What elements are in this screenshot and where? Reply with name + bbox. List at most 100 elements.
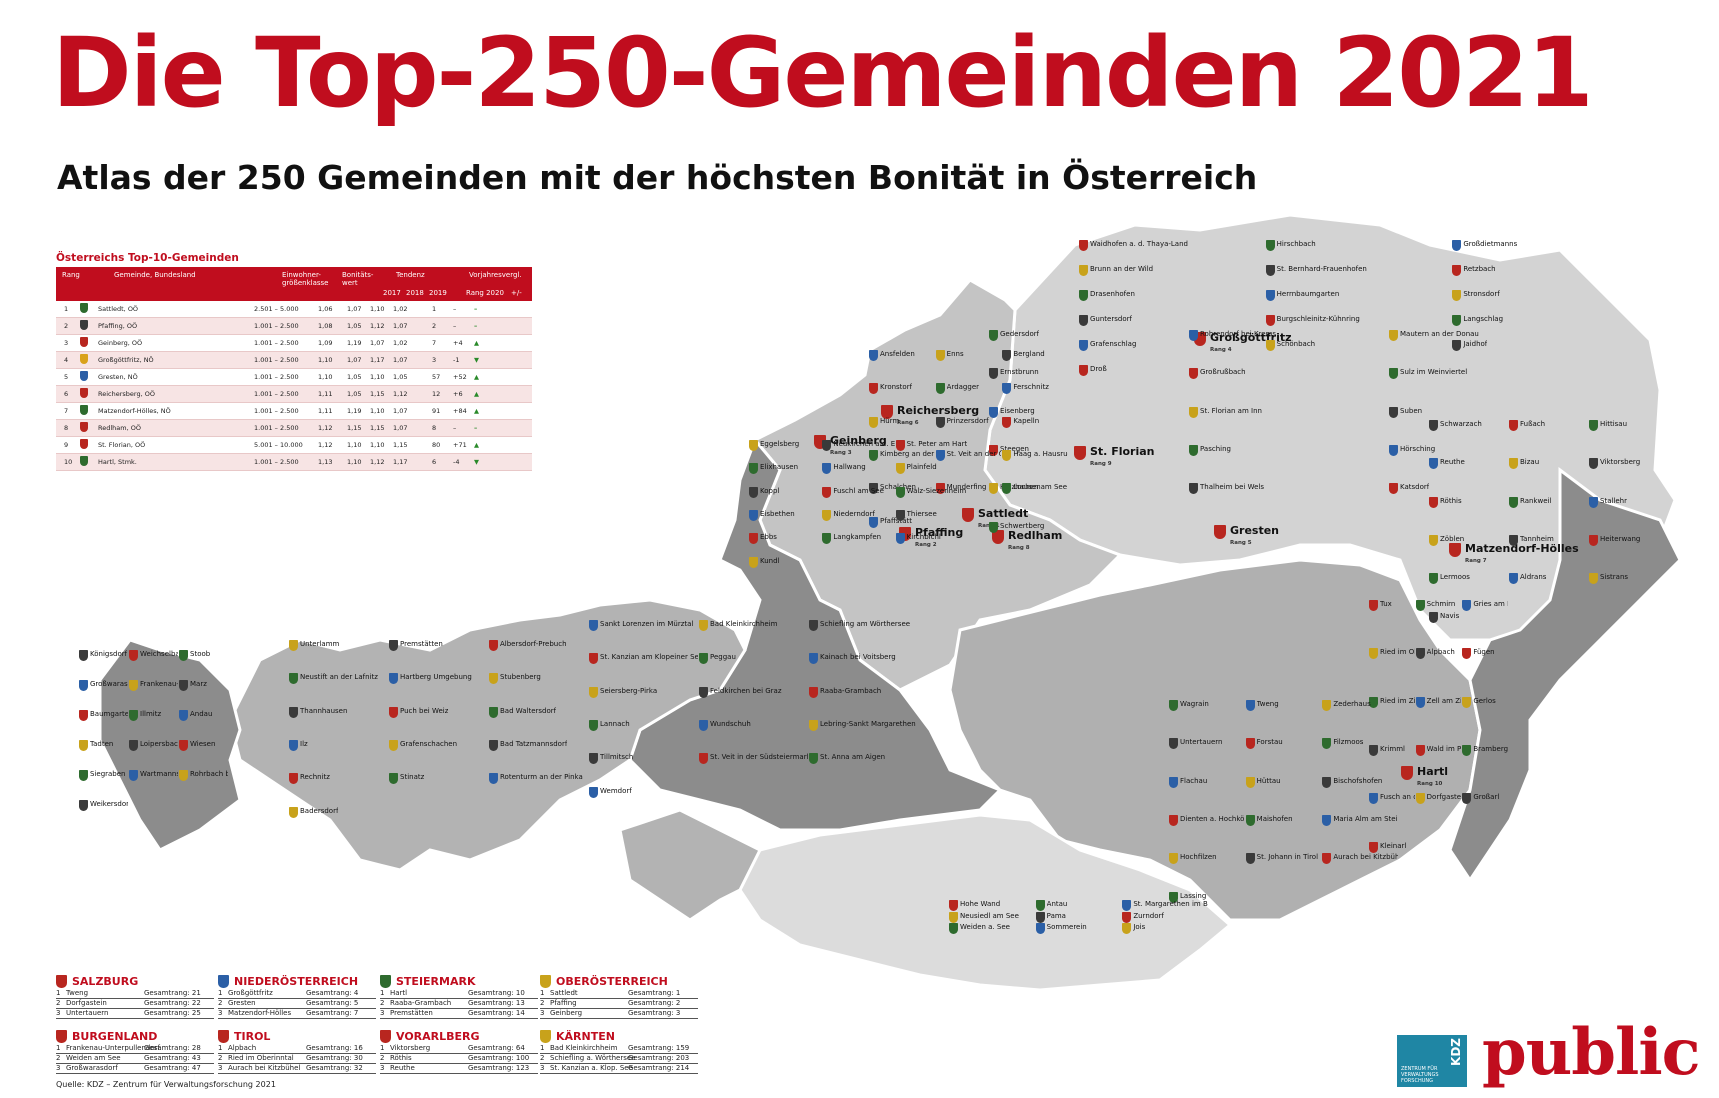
map-label: Hirschbach: [1276, 240, 1316, 248]
cell-2018: 1,12: [370, 322, 385, 330]
map-label: Schwarzach: [1440, 420, 1482, 428]
cell-2017: 1,07: [347, 356, 362, 364]
crest-icon: [80, 337, 88, 347]
map-label: Navis: [1440, 611, 1460, 620]
legend-gemeinde: Viktorsberg: [390, 1044, 431, 1052]
source-note: Quelle: KDZ – Zentrum für Verwaltungsfor…: [56, 1080, 276, 1089]
crest-icon: [1265, 265, 1275, 276]
map-label: Walz-Siezenheim: [906, 486, 967, 495]
list-item: 2 Röthis Gesamtrang: 100: [380, 1054, 538, 1064]
legend-gemeinde: Alpbach: [228, 1044, 257, 1052]
crest-icon: [749, 556, 758, 568]
legend-gemeinde: Weiden am See: [66, 1054, 121, 1062]
header-2019: 2019: [429, 289, 447, 297]
map-label-name: Matzendorf-Hölles: [1465, 542, 1579, 555]
list-item: 2 Schiefling a. Wörthersee Gesamtrang: 203: [540, 1054, 698, 1064]
map-label: Puch bei Weiz: [400, 706, 449, 715]
header-2018: 2018: [406, 289, 424, 297]
map-label-rank: Rang 4: [1210, 347, 1232, 353]
crest-icon: [289, 640, 298, 651]
crest-icon: [1169, 853, 1178, 865]
map-label: Langschlag: [1463, 315, 1504, 323]
map-label: Drasenhofen: [1090, 290, 1135, 298]
legend-rank: 2: [218, 1054, 223, 1062]
map-label: St. Bernhard-Frauenhofen: [1276, 265, 1367, 273]
cell-2018: 1,07: [370, 339, 385, 347]
header-einwohner: Einwohner-größenklasse: [282, 271, 329, 287]
cell-gemeinde: Gresten, NÖ: [98, 373, 138, 381]
map-label: Peggau: [710, 653, 736, 662]
crest-icon: [949, 911, 958, 923]
table-row: 10 Hartl, Stmk. 1.001 – 2.500 1,13 1,10 1,12 1…: [56, 454, 532, 471]
top10-table: Österreichs Top-10-Gemeinden Rang Gemein…: [56, 252, 532, 471]
cell-einwohner: 1.001 – 2.500: [254, 356, 299, 364]
map-label: Großrußbach: [1200, 368, 1246, 377]
crest-icon: [289, 706, 298, 718]
map-label: St. Anna am Aigen: [820, 753, 886, 762]
map-label: Burgschleinitz-Kühnring: [1276, 315, 1360, 323]
crest-icon: [895, 510, 905, 521]
map-label: Wagrain: [1180, 700, 1209, 708]
cell-bonitaet: 1,12: [318, 441, 333, 449]
map-label: Antau: [1046, 900, 1068, 908]
list-item: 1 Großgöttfritz Gesamtrang: 4: [218, 989, 376, 999]
crest-icon: [79, 770, 88, 781]
cell-einwohner: 1.001 – 2.500: [254, 458, 299, 466]
cell-2017: 1,15: [347, 424, 362, 432]
state-name: SALZBURG: [72, 975, 139, 988]
crest-icon: [1509, 458, 1518, 470]
map-label: Sulz im Weinviertel: [1400, 368, 1468, 377]
crest-icon: [79, 740, 88, 751]
crest-icon: [1429, 496, 1438, 508]
legend-gesamtrang: Gesamtrang: 159: [628, 1044, 690, 1052]
map-label: Tillmitsch: [600, 753, 634, 762]
crest-icon: [1079, 240, 1088, 251]
crest-icon: [749, 510, 758, 521]
cell-rang: 2: [64, 322, 69, 330]
crest-icon: [989, 330, 998, 341]
map-label-top10: Gresten Rang 5: [1230, 525, 1279, 549]
crest-icon: [129, 740, 138, 751]
map-label-name: Gresten: [1230, 524, 1280, 537]
map-label-rank: Rang 6: [897, 420, 919, 426]
crest-icon: [1245, 815, 1255, 826]
state-name: KÄRNTEN: [556, 1030, 615, 1043]
crest-icon: [218, 1030, 229, 1043]
crest-icon: [1452, 340, 1462, 351]
map-label: Ried im Oberinntal: [1380, 648, 1415, 657]
top10-header: Rang Gemeinde, Bundesland Einwohner-größ…: [56, 267, 532, 301]
map-label-top10: Pfaffing Rang 2: [915, 527, 963, 551]
state-legend-title: SALZBURG: [56, 975, 214, 989]
map-label: Hohe Wand: [960, 900, 1001, 908]
legend-gesamtrang: Gesamtrang: 32: [306, 1064, 363, 1072]
map-label: St. Kanzian am Klopeiner See: [600, 653, 698, 662]
map-label: Pfaffstätt: [880, 516, 912, 525]
map-label: Hüttau: [1256, 776, 1281, 785]
map-label: Guntersdorf: [1090, 315, 1132, 323]
map-label: Hallwang: [833, 463, 866, 472]
state-name: NIEDERÖSTERREICH: [234, 975, 359, 988]
map-label: Königsdorf: [90, 650, 128, 658]
legend-rank: 3: [56, 1064, 61, 1072]
map-label-top10: Hartl Rang 10: [1417, 766, 1448, 790]
map-label: Holzhausen: [1000, 483, 1041, 492]
map-label: Raaba-Grambach: [820, 686, 882, 695]
crest-icon: [1035, 900, 1045, 911]
legend-rank: 3: [218, 1064, 223, 1072]
map-label: Schwertberg: [1000, 521, 1045, 530]
cell-rang: 1: [64, 305, 69, 313]
crest-icon: [992, 530, 1004, 544]
cell-2017: 1,05: [347, 390, 362, 398]
list-item: 1 Hartl Gesamtrang: 10: [380, 989, 538, 999]
map-label: Plainfeld: [906, 463, 937, 472]
cell-2019: 1,02: [393, 305, 408, 313]
legend-rank: 1: [380, 989, 385, 997]
map-label: Weiden a. See: [960, 923, 1010, 932]
crest-icon: [80, 439, 88, 449]
table-row: 6 Reichersberg, OÖ 1.001 – 2.500 1,11 1,05 1,…: [56, 386, 532, 403]
crest-icon: [56, 975, 67, 988]
legend-rank: 3: [380, 1064, 385, 1072]
list-item: 3 Matzendorf-Hölles Gesamtrang: 7: [218, 1009, 376, 1019]
header-rang: Rang: [62, 271, 80, 279]
map-label: Enns: [946, 350, 964, 358]
